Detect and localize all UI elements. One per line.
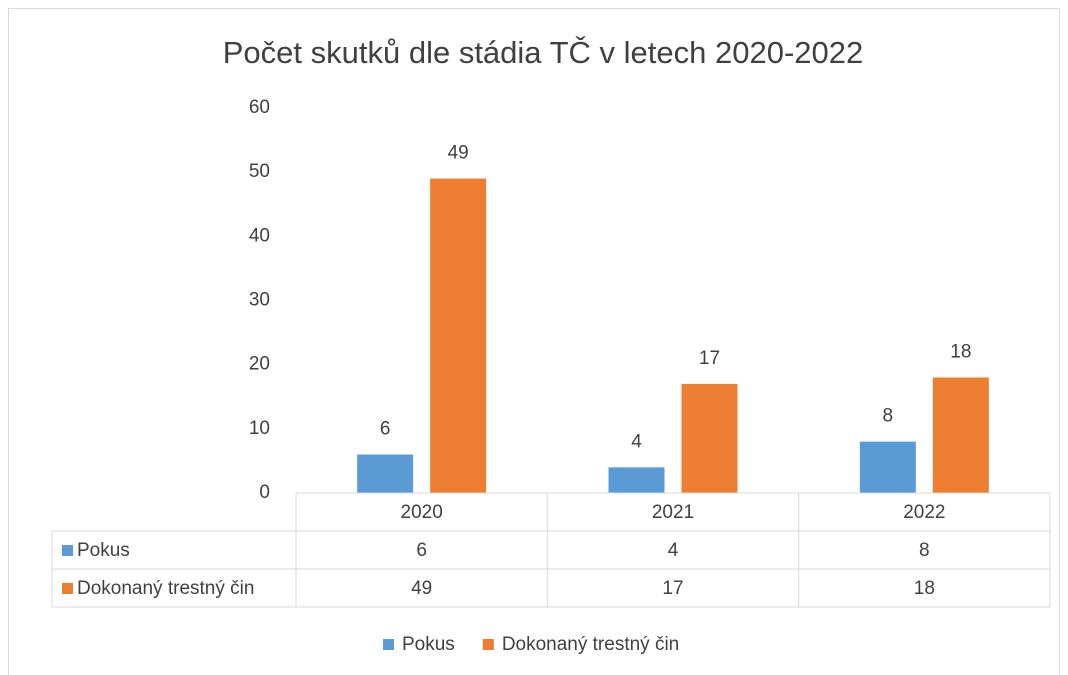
data-label: 17 — [699, 348, 720, 369]
table-row-label: Pokus — [77, 540, 130, 561]
data-label: 6 — [380, 419, 391, 440]
y-tick-label: 10 — [249, 418, 270, 439]
x-tick-label: 2021 — [652, 502, 694, 523]
bar — [932, 377, 989, 493]
x-tick-label: 2022 — [903, 502, 945, 523]
chart-title: Počet skutků dle stádia TČ v letech 2020… — [223, 35, 863, 70]
table-cell: 18 — [914, 578, 935, 599]
y-tick-label: 40 — [249, 225, 270, 246]
data-label: 49 — [448, 143, 469, 164]
table-cell: 4 — [668, 540, 679, 561]
legend-label: Pokus — [402, 634, 455, 655]
data-label: 4 — [631, 431, 642, 452]
bar — [430, 178, 487, 494]
legend-key — [482, 639, 494, 650]
bar — [357, 454, 414, 493]
chart-border — [8, 8, 1060, 675]
data-label: 18 — [950, 342, 971, 363]
table-legend-key — [62, 545, 73, 556]
bar — [681, 383, 738, 493]
legend-label: Dokonaný trestný čin — [502, 634, 679, 655]
y-tick-label: 50 — [249, 161, 270, 182]
table-cell: 8 — [919, 540, 930, 561]
y-tick-label: 20 — [249, 354, 270, 375]
table-legend-key — [62, 583, 73, 594]
x-tick-label: 2020 — [401, 502, 443, 523]
bar — [859, 441, 916, 493]
legend-key — [383, 639, 394, 650]
y-tick-label: 30 — [249, 290, 270, 311]
data-label: 8 — [883, 406, 894, 427]
table-cell: 6 — [416, 540, 427, 561]
y-tick-label: 60 — [249, 97, 270, 118]
table-cell: 17 — [662, 578, 683, 599]
table-cell: 49 — [411, 578, 432, 599]
y-tick-label: 0 — [259, 482, 270, 503]
table-row-label: Dokonaný trestný čin — [77, 578, 254, 599]
bar — [608, 467, 665, 493]
